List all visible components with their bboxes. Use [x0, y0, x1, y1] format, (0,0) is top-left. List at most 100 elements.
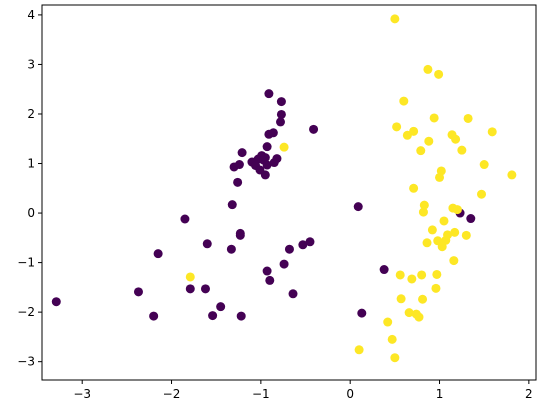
data-point-series-0-8: [208, 311, 218, 321]
data-point-series-1-2: [354, 345, 364, 355]
plot-area-frame: [41, 4, 537, 381]
data-point-series-1-20: [418, 294, 428, 304]
data-point-series-1-23: [422, 238, 432, 248]
data-point-series-1-31: [434, 69, 444, 79]
data-point-series-0-36: [276, 97, 286, 107]
data-point-series-1-8: [395, 270, 405, 280]
data-point-series-1-49: [487, 127, 497, 137]
data-point-series-0-18: [237, 148, 247, 158]
data-point-series-1-25: [424, 136, 434, 146]
data-point-series-0-42: [298, 240, 308, 250]
data-point-series-1-0: [185, 272, 195, 282]
data-point-series-1-24: [423, 64, 433, 74]
data-point-series-1-10: [399, 96, 409, 106]
data-point-series-1-14: [409, 126, 419, 136]
x-tick-label-1: −2: [163, 387, 181, 401]
data-point-series-0-49: [466, 214, 476, 224]
x-tick-label-5: 2: [525, 387, 533, 401]
data-point-series-0-25: [260, 153, 270, 163]
data-point-series-0-2: [149, 311, 159, 321]
data-point-series-0-31: [268, 128, 278, 138]
data-point-series-1-22: [419, 200, 429, 210]
data-point-series-1-3: [383, 317, 393, 327]
data-point-series-0-44: [309, 124, 319, 134]
y-tick-label-7: 4: [27, 8, 35, 22]
data-point-series-1-1: [279, 142, 289, 152]
data-point-series-0-39: [279, 259, 289, 269]
y-tick-label-3: 0: [27, 206, 35, 220]
data-point-series-1-48: [479, 160, 489, 170]
data-point-series-0-1: [133, 287, 143, 297]
data-point-series-0-6: [200, 284, 210, 294]
data-point-series-0-37: [262, 266, 272, 276]
data-point-series-0-35: [276, 109, 286, 119]
data-point-series-0-45: [353, 202, 363, 212]
y-tick-label-4: 1: [27, 157, 35, 171]
data-point-series-0-11: [226, 244, 236, 254]
data-point-series-0-28: [262, 142, 272, 152]
data-point-series-0-33: [272, 154, 282, 164]
data-point-series-1-35: [439, 216, 449, 226]
data-point-series-0-34: [276, 117, 286, 127]
y-tick-label-0: −3: [17, 355, 35, 369]
data-point-series-0-9: [216, 302, 226, 312]
data-point-series-1-46: [463, 113, 473, 123]
y-tick-label-5: 2: [27, 107, 35, 121]
data-point-series-0-4: [180, 214, 190, 224]
x-tick-label-2: −1: [252, 387, 270, 401]
data-point-series-0-27: [260, 170, 270, 180]
data-point-series-1-26: [427, 225, 437, 235]
data-point-series-1-33: [436, 166, 446, 176]
data-point-series-0-30: [264, 89, 274, 99]
data-point-series-1-12: [404, 308, 414, 318]
data-point-series-1-37: [443, 230, 453, 240]
points-layer: [51, 14, 517, 363]
data-point-series-0-46: [357, 308, 367, 318]
y-tick-label-1: −2: [17, 305, 35, 319]
data-point-series-1-44: [457, 145, 467, 155]
data-point-series-0-14: [235, 228, 245, 238]
data-point-series-0-38: [265, 275, 275, 285]
data-point-series-1-29: [432, 269, 442, 279]
y-tick-label-2: −1: [17, 256, 35, 270]
data-point-series-1-15: [409, 183, 419, 193]
data-point-series-0-15: [233, 177, 243, 187]
data-point-series-1-42: [451, 134, 461, 144]
x-tick-label-4: 1: [436, 387, 444, 401]
data-point-series-1-41: [450, 227, 460, 237]
data-point-series-1-5: [390, 353, 400, 363]
data-point-series-1-19: [417, 270, 427, 280]
data-point-series-1-28: [431, 283, 441, 293]
x-tick-label-3: 0: [346, 387, 354, 401]
data-point-series-0-47: [379, 265, 389, 275]
data-point-series-0-10: [227, 200, 237, 210]
data-point-series-1-4: [387, 334, 397, 344]
data-point-series-1-17: [414, 312, 424, 322]
x-tick-label-0: −3: [73, 387, 91, 401]
data-point-series-1-27: [429, 113, 439, 123]
y-tick-label-6: 3: [27, 57, 35, 71]
ticks-layer: −3 −2 −1 0 1 2 −3 −2 −1 0 1 2 3 4: [17, 8, 532, 401]
data-point-series-1-45: [461, 230, 471, 240]
data-point-series-0-5: [185, 284, 195, 294]
data-point-series-0-43: [305, 237, 315, 247]
data-point-series-0-7: [202, 239, 212, 249]
data-point-series-0-41: [288, 289, 298, 299]
data-point-series-0-13: [236, 311, 246, 321]
data-point-series-1-6: [390, 14, 400, 24]
data-point-series-1-47: [477, 189, 487, 199]
data-point-series-0-26: [262, 160, 272, 170]
data-point-series-0-40: [284, 244, 294, 254]
data-point-series-1-7: [392, 122, 402, 132]
data-point-series-0-17: [234, 160, 244, 170]
data-point-series-0-0: [51, 297, 61, 307]
data-point-series-0-3: [153, 249, 163, 259]
data-point-series-1-43: [452, 205, 462, 215]
data-point-series-1-18: [416, 146, 426, 156]
data-point-series-1-9: [396, 294, 406, 304]
data-point-series-1-21: [418, 207, 428, 217]
data-point-series-1-40: [449, 256, 459, 266]
data-point-series-1-50: [507, 170, 517, 180]
